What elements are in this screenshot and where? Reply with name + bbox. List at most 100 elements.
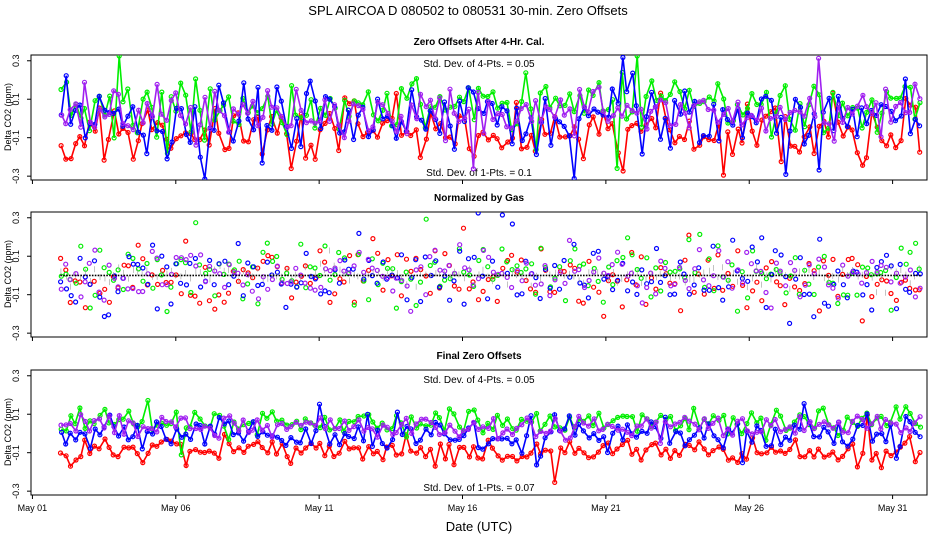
data-point-green — [620, 254, 626, 261]
data-point-red — [102, 436, 108, 442]
data-point-purple — [158, 111, 164, 117]
data-point-red — [754, 279, 760, 285]
data-point-red — [57, 450, 64, 456]
data-point-red — [595, 449, 602, 455]
data-point-purple — [700, 97, 707, 103]
data-point-red — [327, 299, 333, 305]
data-point-green — [274, 253, 280, 260]
data-point-red — [495, 453, 501, 459]
data-point-green — [336, 249, 342, 256]
data-point-blue — [356, 230, 362, 236]
data-point-purple — [849, 111, 855, 117]
baseline-marker — [290, 274, 292, 277]
data-point-red — [380, 457, 386, 463]
baseline-marker — [723, 274, 726, 277]
baseline-marker — [100, 274, 103, 277]
data-point-red — [580, 300, 586, 306]
data-point-purple — [863, 103, 870, 110]
data-point-blue — [226, 282, 232, 288]
data-point-green — [212, 293, 218, 299]
data-point-blue — [423, 426, 429, 432]
data-point-purple — [198, 426, 204, 433]
data-point-blue — [259, 281, 265, 287]
data-point-purple — [648, 425, 654, 431]
data-point-red — [839, 453, 846, 459]
baseline-marker — [384, 274, 387, 277]
data-point-green — [63, 271, 69, 277]
baseline-marker — [137, 274, 140, 277]
data-point-purple — [576, 86, 583, 93]
data-point-green — [595, 278, 601, 284]
data-point-red — [116, 131, 122, 137]
baseline-marker — [238, 274, 240, 277]
data-point-red — [596, 131, 602, 137]
data-point-purple — [648, 270, 654, 276]
data-point-green — [773, 266, 779, 273]
data-point-purple — [811, 426, 817, 432]
data-point-green — [442, 277, 448, 283]
data-point-blue — [648, 89, 655, 95]
data-point-blue — [572, 432, 578, 438]
data-point-blue — [428, 432, 434, 438]
data-point-purple — [729, 285, 735, 291]
data-point-purple — [393, 275, 399, 281]
data-point-green — [168, 284, 174, 290]
data-point-purple — [801, 113, 807, 119]
data-point-purple — [782, 283, 789, 289]
data-point-red — [135, 138, 141, 144]
data-point-purple — [758, 268, 764, 274]
baseline-marker — [617, 274, 620, 277]
baseline-marker — [896, 274, 898, 277]
data-point-red — [782, 450, 788, 456]
baseline-marker — [488, 274, 490, 277]
data-point-red — [289, 295, 295, 301]
data-point-blue — [413, 257, 419, 263]
data-point-blue — [854, 134, 860, 140]
data-point-blue — [624, 89, 630, 95]
data-point-green — [207, 86, 213, 92]
data-point-purple — [490, 269, 496, 275]
data-point-red — [777, 283, 783, 289]
baseline-marker — [275, 274, 278, 277]
data-point-blue — [860, 292, 866, 298]
data-point-red — [231, 449, 237, 455]
data-point-purple — [572, 268, 578, 274]
data-point-red — [524, 454, 530, 460]
data-point-red — [241, 138, 247, 144]
data-point-red — [625, 126, 631, 132]
data-point-purple — [557, 270, 563, 276]
baseline-marker — [568, 274, 571, 277]
baseline-marker — [180, 274, 183, 277]
data-point-blue — [489, 100, 495, 107]
baseline-marker — [683, 274, 686, 277]
data-point-blue — [235, 240, 241, 247]
data-point-purple — [198, 252, 204, 258]
data-point-purple — [462, 265, 468, 271]
data-point-red — [360, 134, 366, 140]
data-point-purple — [221, 415, 227, 421]
data-point-purple — [888, 279, 894, 285]
data-point-blue — [188, 436, 194, 442]
series-line-blue — [60, 403, 921, 468]
data-point-blue — [609, 86, 615, 92]
data-point-blue — [561, 426, 568, 432]
data-point-green — [279, 276, 285, 282]
data-point-purple — [619, 113, 625, 119]
data-point-blue — [648, 419, 654, 425]
data-point-green — [643, 93, 649, 100]
data-point-blue — [279, 437, 285, 444]
data-point-red — [614, 446, 620, 452]
baseline-marker — [350, 274, 352, 277]
y-tick-label: 0.3 — [11, 55, 21, 68]
baseline-marker — [232, 274, 235, 277]
data-point-blue — [135, 129, 141, 135]
data-point-blue — [792, 96, 799, 102]
data-point-green — [835, 300, 841, 307]
data-point-red — [625, 437, 631, 443]
baseline-marker — [901, 274, 904, 277]
data-point-red — [398, 132, 405, 138]
data-point-purple — [686, 418, 692, 424]
data-point-blue — [134, 422, 140, 428]
data-point-purple — [298, 422, 304, 428]
data-point-blue — [542, 435, 548, 441]
